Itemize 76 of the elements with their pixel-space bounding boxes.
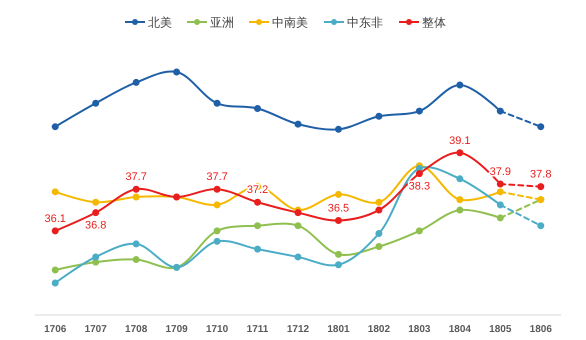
point [456, 175, 464, 182]
point [132, 194, 140, 201]
point [537, 123, 544, 130]
x-tick-label: 1803 [408, 324, 431, 335]
data-label: 36.5 [328, 202, 350, 214]
point [173, 68, 180, 76]
legend-label: 北美 [148, 16, 172, 30]
point [375, 112, 382, 120]
x-tick-label: 1802 [368, 324, 390, 335]
point [132, 78, 140, 86]
point [334, 190, 342, 198]
point [375, 243, 382, 250]
legend-label: 中南美 [272, 16, 308, 30]
point [537, 183, 544, 190]
point [52, 280, 59, 286]
x-tick-label: 1805 [489, 324, 512, 335]
point [214, 201, 221, 208]
point [294, 253, 302, 260]
x-tick-label: 1804 [448, 324, 472, 335]
legend-label: 亚洲 [210, 16, 234, 30]
legend-label: 整体 [422, 16, 446, 30]
x-tick-label: 1711 [246, 324, 269, 335]
point [375, 198, 382, 206]
point [52, 123, 59, 130]
legend-label: 中东非 [347, 16, 383, 30]
point [456, 82, 464, 89]
point [537, 222, 544, 230]
x-tick-label: 1707 [84, 324, 108, 335]
point [132, 186, 140, 193]
point [52, 266, 59, 274]
point [92, 253, 100, 260]
point [132, 256, 140, 264]
point [334, 250, 342, 258]
data-label: 37.9 [490, 166, 512, 178]
point [254, 104, 262, 112]
point [416, 170, 423, 178]
point [416, 108, 423, 115]
point [214, 186, 221, 193]
data-label: 37.8 [530, 168, 552, 181]
point [92, 209, 100, 216]
point [92, 198, 100, 206]
point [294, 120, 302, 128]
point [254, 198, 262, 206]
point [456, 206, 464, 214]
point [456, 149, 464, 156]
data-label: 36.8 [84, 220, 106, 232]
data-label: 39.1 [449, 134, 471, 147]
data-label: 37.7 [206, 171, 228, 184]
point [334, 216, 342, 224]
point [334, 126, 342, 133]
x-tick-label: 1801 [327, 324, 350, 335]
x-tick-label: 1806 [530, 324, 552, 335]
point [416, 227, 423, 234]
x-tick-label: 1708 [125, 324, 148, 335]
point [254, 222, 262, 230]
point [52, 227, 59, 234]
point [375, 206, 382, 214]
point [334, 261, 342, 268]
point [254, 246, 262, 253]
x-tick-label: 1709 [165, 324, 188, 335]
point [294, 209, 302, 216]
x-tick-label: 1710 [206, 324, 229, 335]
point [92, 100, 100, 107]
data-label: 36.1 [44, 212, 66, 225]
point [214, 227, 221, 234]
point [132, 240, 140, 248]
point [214, 238, 221, 245]
x-tick-label: 1706 [44, 324, 67, 335]
data-label: 38.3 [408, 180, 430, 193]
point [214, 100, 221, 107]
point [456, 196, 464, 204]
x-tick-label: 1712 [286, 324, 310, 335]
point [294, 222, 302, 230]
point [52, 188, 59, 196]
point [375, 230, 382, 238]
data-label: 37.7 [125, 171, 147, 184]
